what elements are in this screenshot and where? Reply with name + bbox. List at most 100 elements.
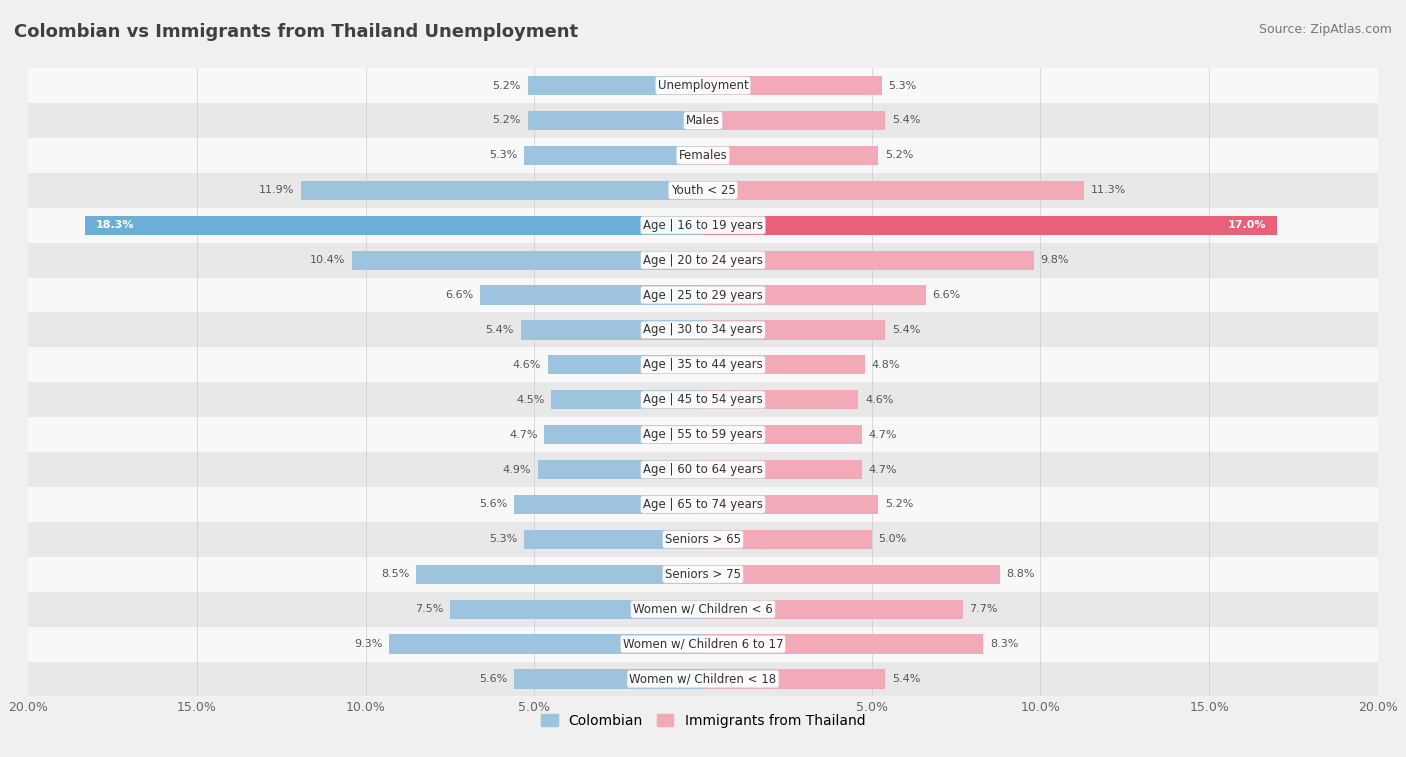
Text: Youth < 25: Youth < 25 — [671, 184, 735, 197]
Text: 5.6%: 5.6% — [479, 674, 508, 684]
Bar — [28, 417, 1378, 452]
Bar — [703, 530, 872, 549]
Bar — [28, 243, 1378, 278]
Bar — [703, 390, 858, 410]
Text: Females: Females — [679, 149, 727, 162]
Text: 7.7%: 7.7% — [970, 604, 998, 614]
Text: 9.8%: 9.8% — [1040, 255, 1069, 265]
Bar — [28, 592, 1378, 627]
Text: 6.6%: 6.6% — [446, 290, 474, 300]
Text: Age | 55 to 59 years: Age | 55 to 59 years — [643, 428, 763, 441]
Text: Age | 25 to 29 years: Age | 25 to 29 years — [643, 288, 763, 301]
Bar — [28, 487, 1378, 522]
Text: Women w/ Children 6 to 17: Women w/ Children 6 to 17 — [623, 637, 783, 650]
Bar — [28, 557, 1378, 592]
Text: 5.4%: 5.4% — [891, 674, 921, 684]
Text: 8.5%: 8.5% — [381, 569, 409, 579]
Text: 8.3%: 8.3% — [990, 639, 1018, 649]
Text: 5.2%: 5.2% — [886, 500, 914, 509]
Text: 18.3%: 18.3% — [96, 220, 134, 230]
Bar — [28, 522, 1378, 557]
Text: 5.3%: 5.3% — [489, 151, 517, 160]
Text: 5.6%: 5.6% — [479, 500, 508, 509]
Bar — [703, 425, 862, 444]
Bar — [527, 111, 703, 130]
Text: 4.6%: 4.6% — [865, 394, 893, 405]
Text: Women w/ Children < 18: Women w/ Children < 18 — [630, 672, 776, 686]
Bar — [28, 347, 1378, 382]
Bar — [703, 634, 983, 654]
Bar — [28, 207, 1378, 243]
Text: Unemployment: Unemployment — [658, 79, 748, 92]
Bar — [703, 355, 865, 375]
Bar — [548, 355, 703, 375]
Bar — [524, 530, 703, 549]
Bar — [28, 68, 1378, 103]
Text: 5.2%: 5.2% — [492, 116, 520, 126]
Text: Age | 65 to 74 years: Age | 65 to 74 years — [643, 498, 763, 511]
Text: 5.3%: 5.3% — [489, 534, 517, 544]
Text: 5.4%: 5.4% — [891, 325, 921, 335]
Bar — [703, 181, 1084, 200]
Bar — [703, 460, 862, 479]
Text: 11.3%: 11.3% — [1091, 185, 1126, 195]
Bar — [551, 390, 703, 410]
Bar — [703, 111, 886, 130]
Bar — [544, 425, 703, 444]
Text: 4.8%: 4.8% — [872, 360, 900, 370]
Bar — [703, 146, 879, 165]
Text: 5.2%: 5.2% — [886, 151, 914, 160]
Text: 8.8%: 8.8% — [1007, 569, 1035, 579]
Bar — [481, 285, 703, 304]
Text: Age | 16 to 19 years: Age | 16 to 19 years — [643, 219, 763, 232]
Text: 5.3%: 5.3% — [889, 80, 917, 91]
Bar — [515, 669, 703, 689]
Bar — [389, 634, 703, 654]
Bar — [703, 600, 963, 618]
Bar — [28, 382, 1378, 417]
Bar — [28, 627, 1378, 662]
Bar — [524, 146, 703, 165]
Bar — [537, 460, 703, 479]
Text: 10.4%: 10.4% — [309, 255, 346, 265]
Bar — [703, 285, 925, 304]
Bar — [527, 76, 703, 95]
Text: Males: Males — [686, 114, 720, 127]
Bar — [703, 669, 886, 689]
Bar — [703, 565, 1000, 584]
Text: Age | 45 to 54 years: Age | 45 to 54 years — [643, 393, 763, 407]
Text: Age | 60 to 64 years: Age | 60 to 64 years — [643, 463, 763, 476]
Text: 17.0%: 17.0% — [1227, 220, 1267, 230]
Bar — [352, 251, 703, 269]
Text: Colombian vs Immigrants from Thailand Unemployment: Colombian vs Immigrants from Thailand Un… — [14, 23, 578, 41]
Text: 9.3%: 9.3% — [354, 639, 382, 649]
Text: 4.9%: 4.9% — [502, 465, 531, 475]
Text: Seniors > 65: Seniors > 65 — [665, 533, 741, 546]
Bar — [703, 320, 886, 340]
Bar — [28, 662, 1378, 696]
Text: 11.9%: 11.9% — [259, 185, 295, 195]
Bar — [520, 320, 703, 340]
Text: 4.6%: 4.6% — [513, 360, 541, 370]
Text: 4.7%: 4.7% — [869, 430, 897, 440]
Text: Women w/ Children < 6: Women w/ Children < 6 — [633, 603, 773, 615]
Text: Age | 35 to 44 years: Age | 35 to 44 years — [643, 358, 763, 372]
Bar — [28, 452, 1378, 487]
Text: 6.6%: 6.6% — [932, 290, 960, 300]
Text: Seniors > 75: Seniors > 75 — [665, 568, 741, 581]
Bar — [28, 278, 1378, 313]
Bar — [301, 181, 703, 200]
Text: 5.4%: 5.4% — [891, 116, 921, 126]
Text: 5.4%: 5.4% — [485, 325, 515, 335]
Text: 5.2%: 5.2% — [492, 80, 520, 91]
Text: 4.5%: 4.5% — [516, 394, 544, 405]
Text: Age | 30 to 34 years: Age | 30 to 34 years — [643, 323, 763, 336]
Text: 4.7%: 4.7% — [869, 465, 897, 475]
Bar — [703, 495, 879, 514]
Bar — [450, 600, 703, 618]
Text: Source: ZipAtlas.com: Source: ZipAtlas.com — [1258, 23, 1392, 36]
Text: 4.7%: 4.7% — [509, 430, 537, 440]
Text: Age | 20 to 24 years: Age | 20 to 24 years — [643, 254, 763, 266]
Bar — [28, 103, 1378, 138]
Text: 7.5%: 7.5% — [415, 604, 443, 614]
